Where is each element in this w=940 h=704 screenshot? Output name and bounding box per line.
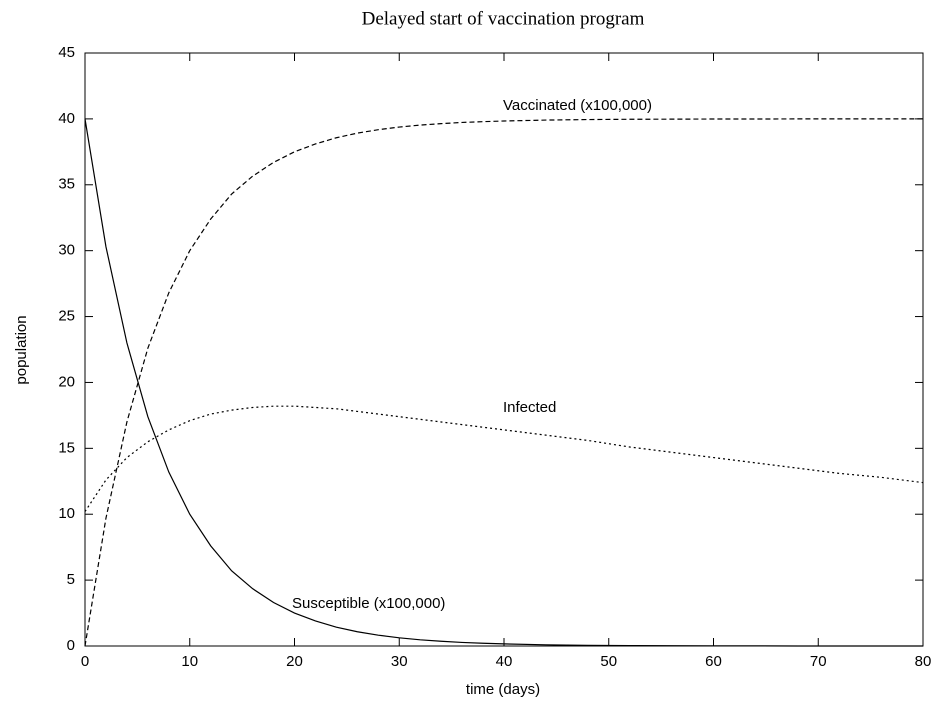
x-tick-label: 0 bbox=[81, 653, 89, 670]
y-tick-label: 40 bbox=[58, 110, 75, 127]
series-label: Vaccinated (x100,000) bbox=[503, 97, 652, 114]
series-line bbox=[84, 118, 923, 647]
y-tick-label: 25 bbox=[58, 308, 75, 325]
y-tick-label: 0 bbox=[67, 637, 75, 654]
chart-title: Delayed start of vaccination program bbox=[362, 8, 645, 29]
x-tick-label: 80 bbox=[915, 653, 932, 670]
x-tick-label: 40 bbox=[496, 653, 513, 670]
x-tick-label: 60 bbox=[705, 653, 722, 670]
y-axis-label: population bbox=[13, 315, 30, 384]
x-axis-label: time (days) bbox=[466, 681, 540, 698]
series-label: Infected bbox=[503, 399, 556, 416]
y-tick-label: 10 bbox=[58, 505, 75, 522]
series-line bbox=[84, 405, 924, 512]
series-label: Susceptible (x100,000) bbox=[292, 595, 445, 612]
x-tick-label: 30 bbox=[391, 653, 408, 670]
x-tick-label: 10 bbox=[181, 653, 198, 670]
y-tick-label: 15 bbox=[58, 439, 75, 456]
y-tick-label: 5 bbox=[67, 571, 75, 588]
series-line bbox=[84, 118, 923, 647]
y-tick-label: 35 bbox=[58, 176, 75, 193]
y-tick-label: 45 bbox=[58, 44, 75, 61]
x-tick-label: 70 bbox=[810, 653, 827, 670]
x-tick-label: 20 bbox=[286, 653, 303, 670]
y-tick-label: 20 bbox=[58, 373, 75, 390]
y-tick-label: 30 bbox=[58, 242, 75, 259]
x-tick-label: 50 bbox=[600, 653, 617, 670]
plot-frame bbox=[84, 52, 924, 647]
